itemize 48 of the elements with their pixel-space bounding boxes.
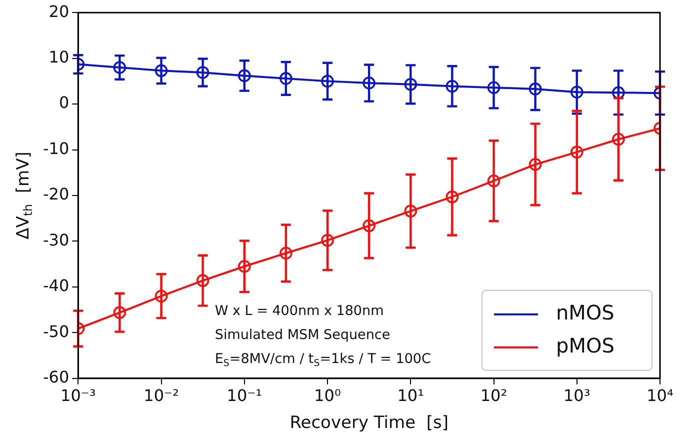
legend-label: pMOS bbox=[556, 334, 614, 358]
point bbox=[570, 86, 584, 99]
x-tick-label: 10⁰ bbox=[314, 386, 341, 406]
y-tick-label: 10 bbox=[48, 47, 70, 66]
point bbox=[404, 204, 418, 218]
point bbox=[196, 66, 210, 79]
x-tick-label: 10⁻² bbox=[144, 386, 179, 406]
y-axis-title: ΔVth [mV] bbox=[13, 152, 36, 240]
point bbox=[446, 80, 459, 93]
point bbox=[528, 158, 542, 171]
point bbox=[362, 76, 376, 90]
x-tick-label: 10³ bbox=[563, 386, 590, 406]
x-axis-title: Recovery Time [s] bbox=[290, 413, 448, 434]
point bbox=[238, 260, 251, 273]
y-tick-label: -60 bbox=[42, 368, 70, 387]
x-tick-label: 10⁻¹ bbox=[226, 386, 262, 406]
point bbox=[446, 190, 459, 204]
y-tick-label: -10 bbox=[42, 138, 70, 158]
point bbox=[570, 146, 584, 158]
point bbox=[487, 174, 500, 188]
x-tick-label: 10¹ bbox=[397, 386, 424, 406]
point bbox=[487, 81, 500, 94]
point bbox=[154, 290, 168, 302]
annotation: Simulated MSM Sequence bbox=[214, 326, 390, 343]
point bbox=[528, 82, 542, 96]
y-tick-label: -30 bbox=[42, 230, 70, 250]
point bbox=[196, 274, 210, 287]
point bbox=[280, 246, 292, 260]
y-tick-label: 20 bbox=[48, 2, 70, 21]
point bbox=[404, 78, 418, 91]
y-tick-label: -40 bbox=[42, 276, 70, 296]
point bbox=[113, 61, 126, 74]
x-tick-label: 10⁴ bbox=[646, 386, 674, 406]
y-tick-label: 0 bbox=[58, 93, 70, 112]
legend-label: nMOS bbox=[556, 300, 614, 325]
point bbox=[113, 306, 126, 319]
y-tick-label: -20 bbox=[42, 184, 70, 204]
point bbox=[280, 72, 292, 85]
point bbox=[612, 132, 625, 146]
point bbox=[321, 74, 334, 88]
point bbox=[362, 219, 376, 232]
x-tick-label: 10⁻³ bbox=[60, 386, 96, 406]
point bbox=[238, 69, 251, 82]
y-tick-label: -50 bbox=[42, 322, 70, 341]
annotation: W x L = 400nm x 180nm bbox=[214, 302, 384, 319]
point bbox=[321, 234, 334, 247]
x-tick-label: 10² bbox=[480, 386, 508, 406]
point bbox=[154, 64, 168, 78]
